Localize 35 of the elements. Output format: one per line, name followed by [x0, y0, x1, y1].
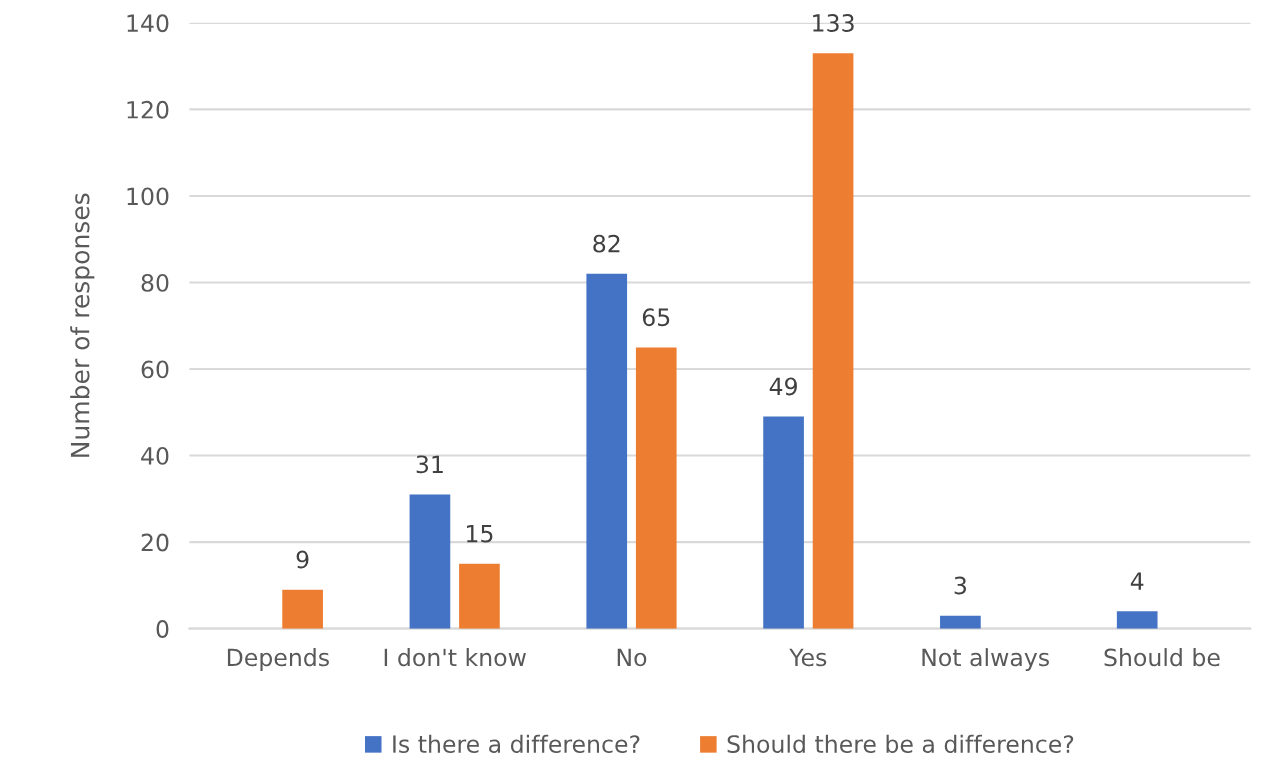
y-tick-label: 20 [141, 533, 169, 552]
x-tick-label: Yes [789, 648, 827, 667]
x-tick-label: I don't know [384, 648, 526, 667]
x-tick-label: Not always [922, 648, 1049, 671]
bar [812, 53, 854, 629]
bar [409, 494, 451, 629]
y-tick-label: 80 [141, 273, 169, 292]
y-tick-label: 100 [127, 187, 169, 206]
legend-label: Is there a difference? [393, 734, 640, 753]
x-tick-label: Should be [1104, 648, 1220, 667]
bar [940, 615, 981, 629]
x-tick-label: Depends [227, 648, 329, 671]
bar [459, 563, 500, 629]
y-tick-label: 0 [156, 620, 169, 638]
bar [586, 273, 628, 629]
bar [282, 589, 323, 629]
data-label: 4 [1130, 572, 1144, 590]
y-tick-label: 60 [141, 360, 169, 379]
legend-label: Should there be a difference? [727, 734, 1074, 753]
bar [763, 416, 804, 629]
data-label: 49 [769, 377, 797, 396]
y-tick-label: 40 [141, 447, 169, 465]
data-label: 9 [296, 550, 309, 569]
data-label: 31 [416, 455, 443, 474]
data-label: 65 [642, 308, 670, 327]
bar [1116, 611, 1158, 629]
y-axis-title: Number of responses [70, 193, 95, 457]
data-label: 133 [813, 14, 854, 32]
x-tick-label: No [617, 648, 647, 667]
bar [635, 347, 677, 629]
data-label: 82 [593, 234, 620, 253]
y-tick-label: 120 [127, 100, 169, 119]
data-label: 15 [467, 524, 493, 543]
y-tick-label: 140 [127, 14, 169, 33]
data-label: 3 [954, 576, 966, 595]
